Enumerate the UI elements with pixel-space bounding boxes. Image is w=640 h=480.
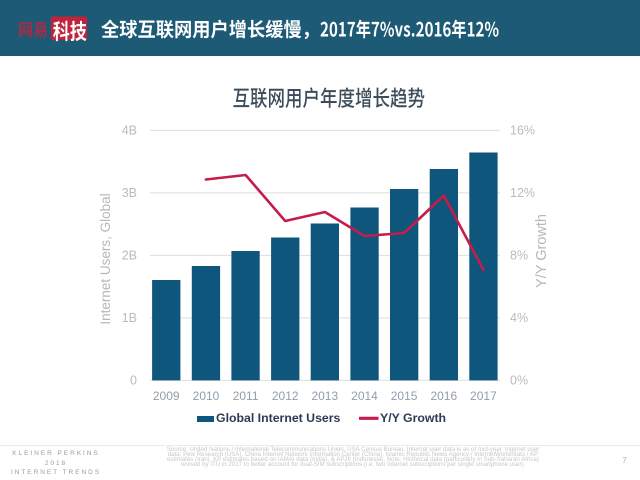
svg-text:Global Internet Users: Global Internet Users bbox=[216, 411, 341, 425]
svg-text:2015: 2015 bbox=[391, 389, 418, 403]
svg-text:2016: 2016 bbox=[430, 389, 457, 403]
svg-text:0: 0 bbox=[130, 374, 137, 388]
svg-text:2017: 2017 bbox=[470, 389, 497, 403]
svg-text:4%: 4% bbox=[510, 311, 528, 325]
svg-text:4B: 4B bbox=[122, 124, 137, 138]
svg-text:0%: 0% bbox=[510, 374, 528, 388]
svg-text:16%: 16% bbox=[510, 124, 535, 138]
svg-text:8%: 8% bbox=[510, 249, 528, 263]
svg-text:Y/Y Growth: Y/Y Growth bbox=[380, 411, 446, 425]
svg-text:2010: 2010 bbox=[193, 389, 220, 403]
svg-text:Y/Y Growth: Y/Y Growth bbox=[534, 214, 550, 288]
svg-text:12%: 12% bbox=[510, 186, 535, 200]
svg-text:3B: 3B bbox=[122, 186, 137, 200]
svg-text:2009: 2009 bbox=[153, 389, 180, 403]
svg-text:2014: 2014 bbox=[351, 389, 378, 403]
svg-text:Internet Users, Global: Internet Users, Global bbox=[98, 193, 113, 324]
svg-text:2013: 2013 bbox=[311, 389, 338, 403]
svg-text:2012: 2012 bbox=[272, 389, 299, 403]
svg-text:1B: 1B bbox=[122, 311, 137, 325]
svg-text:2011: 2011 bbox=[233, 389, 259, 403]
svg-text:2B: 2B bbox=[122, 249, 137, 263]
